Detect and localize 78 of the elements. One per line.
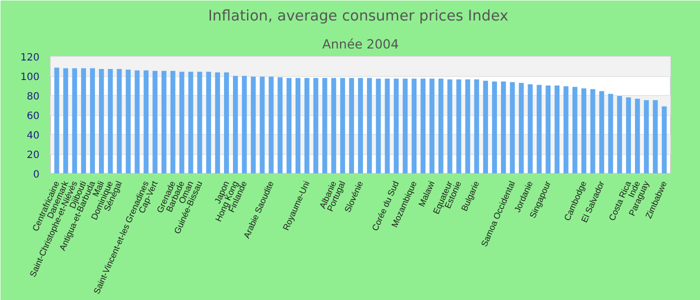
bar [554, 86, 560, 174]
bar [206, 72, 212, 174]
bar [349, 78, 354, 174]
y-tick-label: 100 [20, 72, 40, 83]
bar [54, 68, 60, 174]
bar [456, 79, 462, 174]
bar [358, 78, 363, 174]
bar [366, 78, 372, 174]
bar [430, 78, 434, 174]
bar [438, 78, 444, 174]
bar [278, 77, 283, 174]
bar [108, 68, 113, 174]
bar [617, 96, 622, 174]
bar [242, 76, 247, 174]
bar [197, 72, 202, 174]
bar [599, 91, 604, 174]
bar [98, 68, 104, 174]
bar [572, 86, 578, 174]
bar [394, 78, 399, 174]
bar [286, 78, 292, 174]
bar [296, 78, 300, 174]
bar [465, 79, 470, 174]
bar [268, 76, 274, 174]
bar [304, 78, 310, 174]
bar [152, 70, 158, 174]
chart-subtitle: Année 2004 [322, 36, 399, 52]
bar [72, 68, 78, 174]
bar [384, 78, 390, 174]
bar [644, 100, 649, 174]
y-tick-label: 0 [33, 170, 40, 180]
bar [412, 78, 417, 174]
bar [170, 70, 176, 174]
bar [250, 76, 256, 174]
chart-title: Inflation, average consumer prices Index [208, 8, 509, 24]
bar [652, 100, 658, 174]
y-tick-label: 40 [26, 130, 40, 142]
bar [564, 86, 568, 174]
bar [260, 76, 265, 174]
bar [215, 72, 220, 174]
bar [63, 68, 68, 174]
bar [81, 68, 86, 174]
bar [420, 78, 426, 174]
bar [483, 80, 488, 174]
bar [376, 78, 381, 174]
bar [608, 94, 614, 174]
bar [322, 78, 328, 174]
bar [626, 97, 631, 174]
bar [116, 68, 122, 174]
y-tick-label: 20 [26, 150, 40, 161]
bar [313, 78, 318, 174]
bar [536, 84, 542, 174]
bar [581, 88, 586, 174]
bar [510, 82, 515, 174]
bar [144, 70, 149, 174]
bar [546, 86, 551, 174]
bar [331, 78, 336, 174]
bar [474, 79, 480, 174]
bar [340, 78, 346, 174]
bar [500, 81, 506, 174]
bar [134, 70, 140, 174]
bar [492, 81, 497, 174]
bar [402, 78, 408, 174]
bar [232, 76, 238, 174]
bar [224, 72, 229, 174]
bar [590, 89, 596, 174]
bar [90, 68, 95, 174]
y-tick-label: 120 [20, 52, 40, 64]
y-tick-label: 80 [26, 92, 40, 102]
bar [162, 70, 166, 174]
bar [518, 82, 524, 174]
bar [447, 79, 452, 174]
bar [528, 84, 533, 174]
y-tick-label: 60 [26, 111, 40, 122]
bar [179, 72, 184, 174]
bar [662, 106, 667, 174]
bar [188, 72, 194, 174]
bar [126, 70, 131, 174]
bar [634, 98, 640, 174]
